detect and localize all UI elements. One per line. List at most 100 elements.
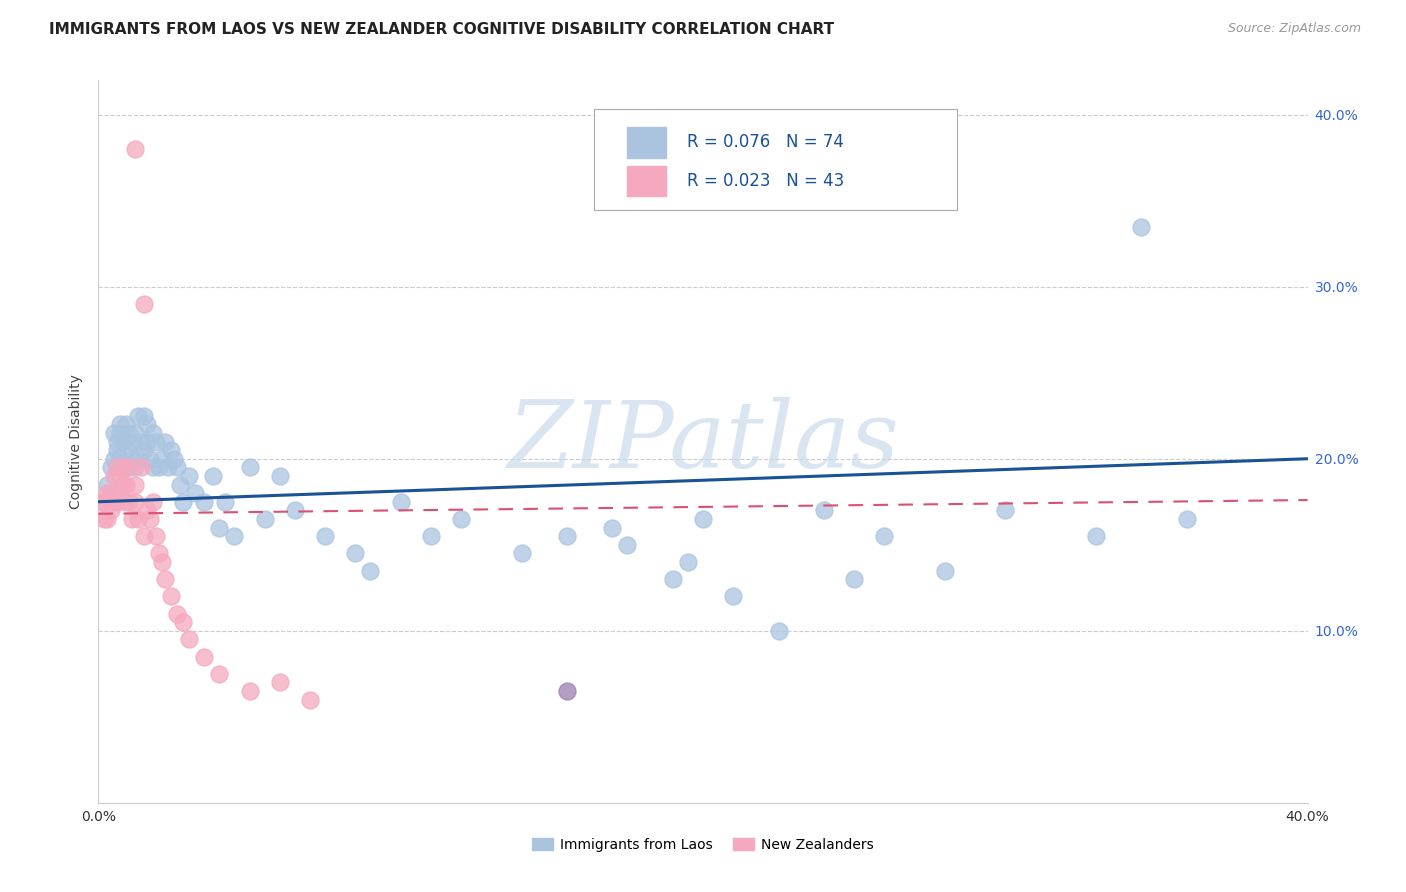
Point (934, 564, 956, 578)
Point (156, 460, 179, 475)
Point (160, 443, 183, 458)
Point (179, 632, 201, 647)
FancyBboxPatch shape (595, 109, 957, 211)
Point (1175, 512, 1198, 526)
Point (105, 494, 128, 508)
Point (389, 494, 412, 508)
Point (1130, 219, 1153, 234)
Point (132, 409, 155, 423)
Point (105, 460, 128, 475)
Point (139, 512, 162, 526)
Point (108, 469, 131, 483)
Point (150, 451, 173, 466)
Point (208, 666, 231, 681)
Point (118, 460, 141, 475)
Point (193, 494, 215, 508)
Point (127, 512, 149, 526)
Point (692, 512, 714, 526)
Point (148, 546, 170, 560)
Point (153, 434, 176, 449)
Point (1085, 529, 1108, 543)
Point (93, 512, 115, 526)
Point (132, 529, 155, 543)
Point (129, 460, 152, 475)
Point (314, 529, 336, 543)
Point (121, 451, 143, 466)
Point (121, 512, 143, 526)
Point (360, 564, 382, 578)
Point (253, 512, 276, 526)
Point (142, 460, 165, 475)
Point (172, 615, 194, 630)
Point (172, 494, 194, 508)
Point (184, 486, 207, 500)
Point (111, 434, 134, 449)
Point (90, 494, 112, 508)
Text: R = 0.023   N = 43: R = 0.023 N = 43 (688, 172, 845, 190)
Point (129, 434, 152, 449)
Point (163, 451, 186, 466)
Point (114, 494, 136, 508)
Point (269, 469, 291, 483)
Point (873, 529, 896, 543)
Point (139, 451, 162, 466)
Point (114, 477, 136, 491)
Point (202, 469, 225, 483)
Point (105, 443, 128, 458)
Text: IMMIGRANTS FROM LAOS VS NEW ZEALANDER COGNITIVE DISABILITY CORRELATION CHART: IMMIGRANTS FROM LAOS VS NEW ZEALANDER CO… (49, 22, 834, 37)
Point (555, 684, 578, 698)
Point (145, 434, 167, 449)
Point (420, 529, 443, 543)
Point (103, 425, 125, 440)
Point (132, 297, 155, 311)
Bar (627, 128, 665, 158)
Point (103, 494, 125, 508)
Point (108, 451, 131, 466)
Point (224, 529, 246, 543)
Point (114, 443, 136, 458)
Point (103, 451, 125, 466)
Point (450, 512, 472, 526)
Point (844, 572, 866, 586)
Point (132, 443, 155, 458)
Point (148, 460, 170, 475)
Point (105, 434, 128, 449)
Point (111, 460, 134, 475)
Point (299, 692, 322, 706)
Point (111, 477, 134, 491)
Point (108, 486, 131, 500)
Point (142, 425, 165, 440)
Point (100, 460, 122, 475)
Point (111, 460, 134, 475)
Point (124, 477, 146, 491)
Point (96, 512, 118, 526)
Point (124, 425, 146, 440)
Legend: Immigrants from Laos, New Zealanders: Immigrants from Laos, New Zealanders (526, 832, 880, 857)
Point (676, 555, 699, 569)
Point (124, 460, 146, 475)
Point (269, 675, 291, 690)
Point (108, 425, 131, 440)
Text: ZIPatlas: ZIPatlas (508, 397, 898, 486)
Point (169, 477, 191, 491)
Point (135, 417, 157, 432)
Point (208, 520, 231, 534)
Bar (627, 166, 665, 196)
Point (723, 590, 745, 604)
Point (105, 460, 128, 475)
Point (100, 486, 122, 500)
Point (179, 469, 201, 483)
Point (153, 572, 176, 586)
Point (510, 546, 533, 560)
Point (555, 529, 578, 543)
Point (768, 624, 790, 638)
Point (602, 520, 624, 534)
Point (96, 477, 118, 491)
Point (118, 494, 141, 508)
Point (121, 434, 143, 449)
Point (135, 434, 157, 449)
Point (127, 409, 149, 423)
Point (150, 555, 173, 569)
Point (114, 417, 136, 432)
Point (193, 649, 215, 664)
